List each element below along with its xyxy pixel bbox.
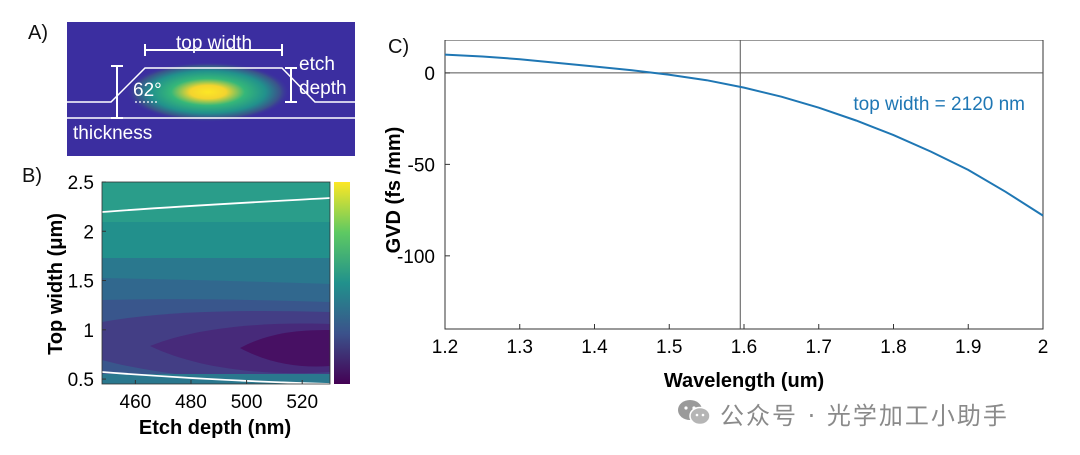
colorbar	[334, 182, 350, 384]
c-y-tick-label: 0	[424, 64, 435, 85]
panel-c-label: C)	[388, 36, 410, 58]
gvd-curve	[444, 53, 1044, 217]
b-y-tick-label: 2	[83, 222, 94, 243]
panel-c-y-ticks: 0 -50 -100	[397, 64, 450, 268]
c-x-tick-label: 2	[1038, 337, 1049, 358]
panel-b-frame	[101, 181, 331, 385]
b-y-tick-label: 1	[83, 321, 94, 342]
panel-b-y-ticks: 0.5 1 1.5 2 2.5	[68, 173, 106, 391]
watermark: 公众号 · 光学加工小助手	[676, 397, 1009, 430]
panel-b-chart: 0.5 1 1.5 2 2.5 460 480 500 520 Etch depth (nm)…	[45, 173, 350, 439]
wechat-icon	[678, 400, 711, 426]
panel-a-label: A)	[28, 22, 48, 44]
b-y-tick-label: 2.5	[68, 173, 94, 194]
panel-c-y-axis-label: GVD (fs /mm)	[383, 127, 405, 254]
c-x-tick-label: 1.2	[432, 337, 458, 358]
etch-label-line2: depth	[299, 78, 347, 99]
contour-fill	[102, 182, 330, 384]
etch-label-line1: etch	[299, 54, 335, 75]
thickness-label: thickness	[73, 123, 152, 144]
b-x-tick-label: 520	[286, 392, 318, 413]
b-x-tick-label: 480	[175, 392, 207, 413]
angle-label: 62°	[133, 80, 162, 101]
c-x-tick-label: 1.3	[507, 337, 533, 358]
c-y-tick-label: -50	[408, 155, 435, 176]
b-x-tick-label: 500	[231, 392, 263, 413]
b-y-tick-label: 0.5	[68, 370, 94, 391]
ridge-outline	[67, 67, 355, 103]
panel-b-y-axis-label: Top width (μm)	[45, 213, 67, 355]
c-x-tick-label: 1.4	[581, 337, 608, 358]
panel-c-x-ticks: 1.2 1.3 1.4 1.5 1.6 1.7 1.8 1.9 2	[432, 324, 1049, 358]
panel-b-x-axis-label: Etch depth (nm)	[139, 417, 291, 439]
c-x-tick-label: 1.5	[656, 337, 682, 358]
c-x-tick-label: 1.7	[806, 337, 832, 358]
b-y-tick-label: 1.5	[68, 272, 94, 293]
optical-mode-profile	[126, 62, 290, 122]
c-y-tick-label: -100	[397, 247, 435, 268]
panel-c-chart: 0 -50 -100 1.2 1.3 1.4 1.5 1.6 1.7 1.8 1.9 2 top w…	[383, 40, 1049, 392]
panel-c-x-axis-label: Wavelength (um)	[664, 370, 824, 392]
panel-a-diagram: top width etch depth 62° thickness	[67, 22, 355, 156]
watermark-text: 公众号 · 光学加工小助手	[720, 401, 1009, 430]
panel-b-x-ticks: 460 480 500 520	[120, 380, 318, 413]
b-x-tick-label: 460	[120, 392, 152, 413]
top-width-annotation: top width = 2120 nm	[853, 94, 1025, 115]
c-x-tick-label: 1.8	[880, 337, 906, 358]
contour-line-upper	[101, 197, 331, 213]
contour-line-lower	[101, 371, 331, 385]
c-x-tick-label: 1.6	[731, 337, 757, 358]
panel-c-frame	[444, 40, 1044, 330]
top-width-label: top width	[176, 33, 252, 54]
c-x-tick-label: 1.9	[955, 337, 981, 358]
panel-b-label: B)	[22, 165, 42, 187]
